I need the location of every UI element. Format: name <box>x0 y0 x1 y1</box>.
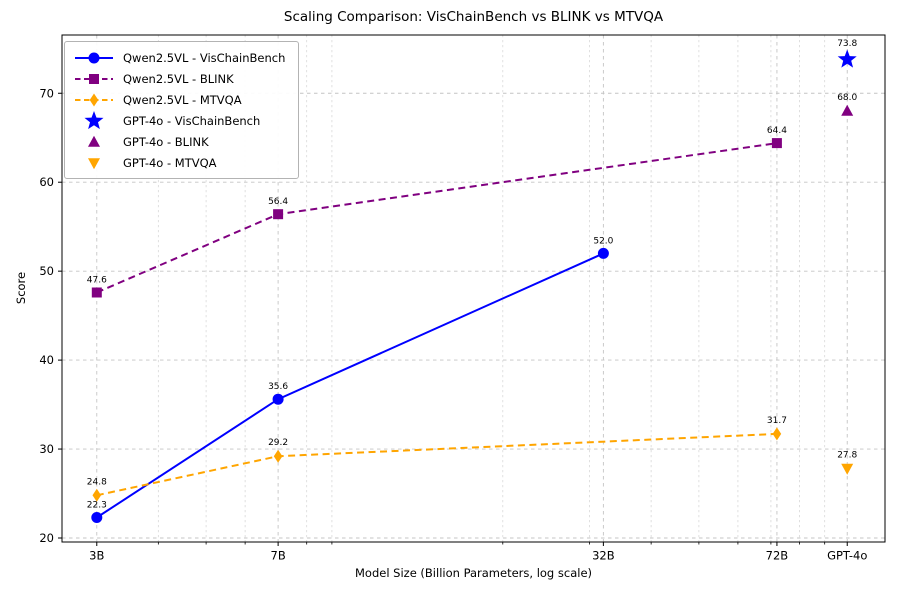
diamond-marker <box>92 488 102 502</box>
diamond-marker-icon <box>273 449 283 463</box>
legend-label: Qwen2.5VL - MTVQA <box>123 92 242 107</box>
series-3: 73.8 <box>837 39 858 68</box>
data-point-label: 31.7 <box>767 416 787 426</box>
data-point-label: 24.8 <box>87 477 107 487</box>
legend-item: Qwen2.5VL - BLINK <box>74 68 285 89</box>
data-point-label: 22.3 <box>87 501 107 511</box>
square-marker-icon <box>273 209 284 220</box>
diamond-marker <box>273 449 283 463</box>
circle-marker <box>91 512 103 523</box>
square-marker <box>771 138 782 149</box>
circle-legend-icon <box>75 52 113 63</box>
triangle-up-marker <box>841 104 854 116</box>
y-tick-label: 40 <box>39 353 54 367</box>
circle-marker-icon <box>272 393 284 405</box>
diamond-marker-icon <box>92 488 102 502</box>
triangle-down-marker-icon <box>88 157 100 169</box>
x-tick-label: GPT-4o <box>827 549 867 563</box>
legend-label: GPT-4o - MTVQA <box>123 155 217 170</box>
triangle-down-legend-icon <box>88 157 100 169</box>
y-tick-label: 60 <box>39 175 54 189</box>
series-4: 68.0 <box>837 93 858 116</box>
series-line <box>96 252 604 519</box>
star-marker <box>84 110 104 129</box>
triangle-up-marker-icon <box>841 104 854 116</box>
data-point-label: 64.4 <box>767 126 787 136</box>
data-point-label: 68.0 <box>837 93 857 103</box>
chart-title: Scaling Comparison: VisChainBench vs BLI… <box>283 9 664 25</box>
data-point-label: 52.0 <box>593 236 613 246</box>
triangle-up-marker-icon <box>88 135 100 147</box>
x-tick-label: 3B <box>89 549 104 563</box>
square-marker-icon <box>89 73 99 84</box>
triangle-down-marker <box>88 157 100 169</box>
square-marker <box>273 209 284 220</box>
square-marker <box>91 287 102 298</box>
diamond-marker <box>89 93 99 106</box>
diamond-legend-icon <box>75 93 113 106</box>
diamond-marker-icon <box>772 427 782 441</box>
diamond-marker <box>772 427 782 441</box>
data-point-label: 47.6 <box>87 276 107 286</box>
legend-label: Qwen2.5VL - BLINK <box>123 71 234 86</box>
x-tick-label: 72B <box>766 549 789 563</box>
series-1: 47.6 56.4 64.4 <box>87 126 787 298</box>
circle-marker-icon <box>88 52 100 63</box>
data-point-label: 29.2 <box>268 438 288 448</box>
data-point-label: 73.8 <box>837 39 857 49</box>
y-tick-label: 30 <box>39 442 54 456</box>
triangle-up-legend-icon <box>88 135 100 147</box>
x-tick-label: 32B <box>592 549 615 563</box>
diamond-marker-icon <box>89 93 99 106</box>
legend-label: GPT-4o - VisChainBench <box>123 113 261 128</box>
triangle-down-marker-icon <box>841 463 854 475</box>
circle-marker-icon <box>91 512 103 523</box>
y-tick-label: 50 <box>39 264 54 278</box>
legend-item: Qwen2.5VL - MTVQA <box>74 89 285 110</box>
square-marker-icon <box>91 287 102 298</box>
star-marker-icon <box>84 110 104 129</box>
x-axis-title: Model Size (Billion Parameters, log scal… <box>354 566 593 580</box>
square-marker-icon <box>771 138 782 149</box>
series-line <box>96 432 777 497</box>
series-2: 24.8 29.2 31.7 <box>87 416 787 502</box>
circle-marker <box>272 393 284 405</box>
legend-label: GPT-4o - BLINK <box>123 134 209 149</box>
legend-item: GPT-4o - VisChainBench <box>74 110 285 131</box>
star-marker <box>837 49 857 68</box>
series-0: 22.3 35.6 52.0 <box>87 236 614 523</box>
legend: Qwen2.5VL - VisChainBench Qwen2.5VL - BLI… <box>64 41 300 179</box>
square-legend-icon <box>75 73 113 84</box>
data-point-label: 56.4 <box>268 197 288 207</box>
triangle-down-marker <box>841 463 854 475</box>
data-point-label: 27.8 <box>837 451 857 461</box>
legend-item: GPT-4o - BLINK <box>74 131 285 152</box>
series-5: 27.8 <box>837 451 858 475</box>
legend-label: Qwen2.5VL - VisChainBench <box>123 50 286 65</box>
y-tick-label: 20 <box>39 531 54 545</box>
y-tick-label: 70 <box>39 86 54 100</box>
axes-spines <box>61 34 886 543</box>
x-tick-label: 7B <box>271 549 286 563</box>
y-axis-title: Score <box>14 271 28 305</box>
triangle-up-marker <box>88 135 100 147</box>
circle-marker-icon <box>597 247 609 259</box>
star-legend-icon <box>84 110 104 129</box>
data-point-label: 35.6 <box>268 382 288 392</box>
legend-item: Qwen2.5VL - VisChainBench <box>74 47 285 68</box>
square-marker <box>89 73 99 84</box>
circle-marker <box>88 52 100 63</box>
star-marker-icon <box>837 49 857 68</box>
circle-marker <box>597 247 609 259</box>
legend-item: GPT-4o - MTVQA <box>74 152 285 173</box>
